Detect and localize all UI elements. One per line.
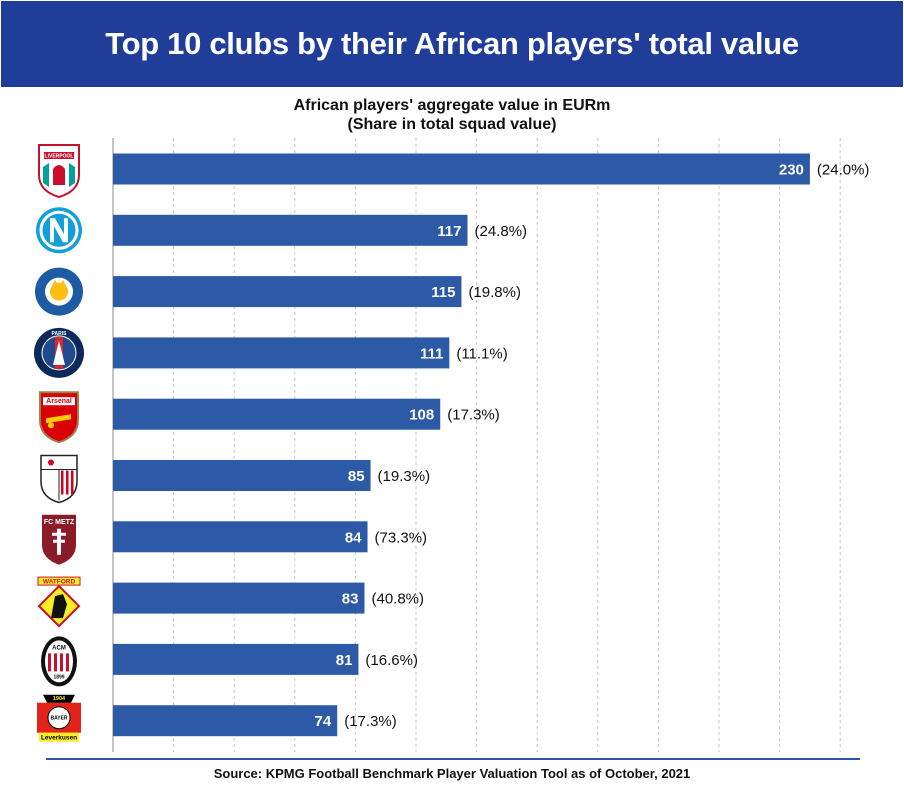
bar-share-label: (24.8%) bbox=[475, 223, 528, 240]
crest-top bbox=[43, 694, 75, 703]
bar-share-label: (17.3%) bbox=[344, 713, 397, 730]
bar-share-label: (24.0%) bbox=[817, 162, 870, 179]
eiffel-tower-shape bbox=[53, 340, 65, 365]
bar-share-label: (16.6%) bbox=[365, 652, 418, 669]
bar-row: 81 (16.6%) ACM 1899 bbox=[41, 636, 418, 687]
logo-text: BAYER bbox=[50, 716, 67, 722]
footer-divider bbox=[46, 758, 860, 760]
club-logo-icon: 1904 BAYER Leverkusen bbox=[37, 694, 81, 742]
bar-value-label: 115 bbox=[431, 284, 455, 301]
bar-row: 74 (17.3%) 1904 BAYER Leverkusen bbox=[37, 694, 397, 742]
hart-shape bbox=[51, 594, 67, 619]
source-note: Source: KPMG Football Benchmark Player V… bbox=[213, 766, 691, 781]
logo-text: LIVERPOOL bbox=[45, 154, 74, 160]
cannon-wheel bbox=[48, 422, 54, 429]
bar bbox=[113, 276, 462, 308]
club-logo-icon bbox=[36, 207, 82, 254]
subtitle-line-2: (Share in total squad value) bbox=[347, 116, 557, 133]
bar-row: 115 (19.8%) bbox=[35, 267, 521, 316]
logo-text: Leverkusen bbox=[41, 735, 77, 742]
crest-banner bbox=[43, 397, 75, 406]
bar-value-label: 230 bbox=[779, 162, 804, 179]
bar bbox=[113, 643, 359, 675]
crest-banner bbox=[39, 732, 79, 742]
bar bbox=[113, 705, 338, 737]
club-logo-icon: LIVERPOOL bbox=[38, 144, 80, 199]
crest-flames bbox=[43, 163, 75, 187]
bar bbox=[113, 337, 450, 369]
logo-text: 1904 bbox=[53, 696, 66, 702]
fox-head bbox=[50, 282, 68, 301]
bar bbox=[113, 582, 365, 614]
bar-row: 83 (40.8%) WATFORD bbox=[37, 576, 424, 628]
bar-row: 84 (73.3%) FC METZ bbox=[42, 514, 428, 565]
bar-value-label: 84 bbox=[345, 529, 362, 546]
crest-stripe bbox=[71, 470, 74, 495]
lorraine-cross-shape bbox=[52, 528, 66, 555]
club-logo-icon bbox=[40, 454, 78, 504]
club-logo-icon: ACM 1899 bbox=[41, 636, 77, 687]
bar-value-label: 85 bbox=[348, 468, 365, 485]
bar-value-label: 74 bbox=[315, 713, 332, 730]
bar bbox=[113, 398, 441, 430]
crest-banner bbox=[44, 152, 74, 159]
fox-ears bbox=[52, 279, 66, 286]
bar-share-label: (19.3%) bbox=[378, 468, 431, 485]
logo-text: WATFORD bbox=[43, 579, 76, 586]
crest-stripe bbox=[61, 470, 64, 495]
crest-stripe bbox=[54, 653, 57, 672]
logo-text: Arsenal bbox=[46, 398, 72, 405]
napoli-n-glyph bbox=[50, 218, 68, 243]
bar-value-label: 83 bbox=[342, 591, 359, 608]
bar-value-label: 108 bbox=[409, 407, 434, 424]
logo-text: FC METZ bbox=[44, 519, 75, 526]
logo-text: PARIS bbox=[52, 331, 68, 337]
chart-title: Top 10 clubs by their African players' t… bbox=[105, 26, 799, 61]
bar-value-label: 111 bbox=[420, 345, 443, 362]
crest-stripe bbox=[66, 653, 69, 672]
bar-value-label: 117 bbox=[437, 223, 461, 240]
bar-row: 117 (24.8%) bbox=[36, 207, 528, 254]
club-logo-icon: WATFORD bbox=[37, 576, 81, 628]
club-logo-icon: Arsenal bbox=[39, 391, 79, 444]
bar-value-label: 81 bbox=[336, 652, 353, 669]
crest-emblem bbox=[48, 459, 54, 466]
bar-share-label: (17.3%) bbox=[447, 407, 500, 424]
liverbird-shape bbox=[53, 165, 65, 185]
bar-row: 230 (24.0%) LIVERPOOL bbox=[38, 144, 870, 199]
crest-ring bbox=[39, 210, 79, 250]
crest-stripe bbox=[66, 470, 69, 495]
bar bbox=[113, 521, 368, 553]
subtitle-line-1: African players' aggregate value in EURm bbox=[293, 97, 611, 114]
bar-share-label: (11.1%) bbox=[456, 345, 507, 362]
logo-text: 1899 bbox=[53, 674, 64, 680]
club-logo-icon: PARIS bbox=[34, 327, 84, 378]
title-banner: Top 10 clubs by their African players' t… bbox=[1, 1, 903, 87]
club-logo-icon bbox=[35, 267, 83, 316]
logo-text: ACM bbox=[52, 645, 66, 651]
chart-subtitle: African players' aggregate value in EURm… bbox=[0, 96, 904, 134]
bayer-cross-circle bbox=[47, 706, 71, 730]
bar bbox=[113, 153, 810, 185]
bar-share-label: (19.8%) bbox=[468, 284, 521, 301]
bar bbox=[113, 460, 371, 491]
crest-inner bbox=[45, 640, 73, 683]
bar-row: 111 (11.1%) PARIS bbox=[34, 327, 508, 378]
bar-row: 85 (19.3%) bbox=[40, 454, 431, 504]
crest-stripe bbox=[48, 653, 51, 672]
bar-row: 108 (17.3%) Arsenal bbox=[39, 391, 500, 444]
cannon-shape bbox=[46, 414, 71, 424]
bar-share-label: (73.3%) bbox=[375, 529, 428, 546]
club-logo-icon: FC METZ bbox=[42, 514, 76, 565]
bar bbox=[113, 214, 468, 246]
crest-stripe bbox=[60, 653, 63, 672]
bar-share-label: (40.8%) bbox=[371, 591, 424, 608]
